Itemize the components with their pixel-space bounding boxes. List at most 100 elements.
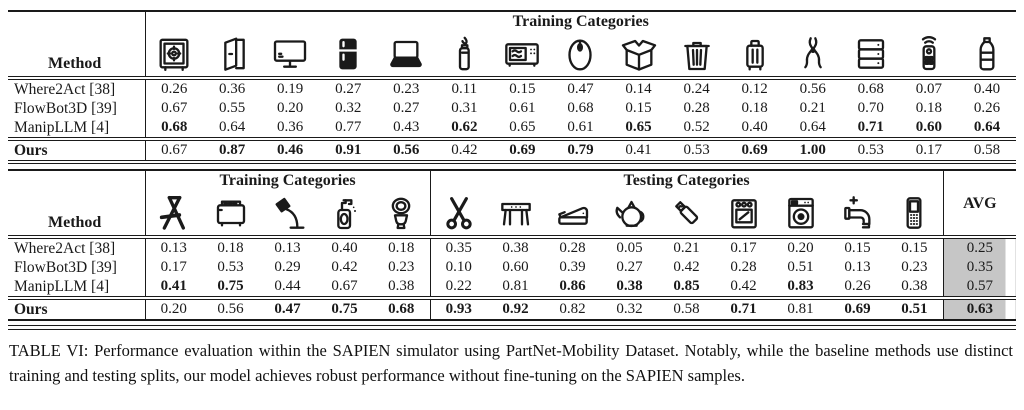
trash-can-icon: [667, 31, 726, 80]
method-label: FlowBot3D [39]: [8, 99, 146, 118]
bottom-header-row: Method Training Categories Testing Categor…: [8, 170, 1017, 239]
value-cell: 0.70: [857, 100, 884, 116]
table-row: Where2Act [38] 0.26 0.36 0.19 0.27 0.23 0.11 0.…: [8, 78, 1016, 99]
value-cell: 0.41: [609, 137, 668, 164]
value-cell: 0.86: [559, 278, 586, 294]
value-cell: 0.75: [217, 278, 244, 294]
value-cell: 0.77: [335, 119, 362, 135]
table-icon: [487, 190, 545, 239]
value-cell: 0.58: [957, 137, 1016, 164]
safe-icon: [145, 31, 204, 80]
value-cell: 0.53: [217, 259, 244, 275]
method-label: Ours: [8, 296, 146, 321]
remote-icon: [899, 31, 958, 80]
value-cell: 0.19: [277, 81, 304, 97]
bottom-table: Method Training Categories Testing Categor…: [8, 169, 1017, 321]
value-cell: 0.17: [730, 240, 757, 256]
value-cell: 0.17: [899, 137, 958, 164]
avg-value-cell: 0.63: [942, 296, 1017, 321]
value-cell: 0.79: [551, 137, 610, 164]
value-cell: 0.43: [393, 119, 420, 135]
value-cell: 0.64: [799, 119, 826, 135]
value-cell: 0.85: [673, 278, 700, 294]
value-cell: 0.56: [799, 81, 826, 97]
pliers-icon: [783, 31, 842, 80]
value-cell: 0.68: [373, 296, 431, 321]
value-cell: 0.38: [388, 278, 415, 294]
value-cell: 0.13: [844, 259, 871, 275]
value-cell: 0.35: [429, 237, 488, 258]
top-icon-row: [8, 31, 1016, 80]
value-cell: 0.17: [160, 259, 187, 275]
method-label: Where2Act [38]: [8, 78, 146, 99]
value-cell: 0.83: [787, 278, 814, 294]
value-cell: 0.69: [725, 137, 784, 164]
value-cell: 1.00: [783, 137, 842, 164]
usb-drive-icon: [658, 190, 716, 239]
value-cell: 0.36: [218, 81, 246, 97]
value-cell: 0.64: [973, 119, 1001, 135]
value-cell: 0.52: [683, 119, 710, 135]
value-cell: 0.22: [429, 277, 488, 298]
value-cell: 0.26: [973, 100, 1001, 116]
method-header: Method: [8, 11, 146, 80]
bottom-icon-row: [8, 190, 1016, 239]
value-cell: 0.47: [567, 81, 594, 97]
value-cell: 0.68: [161, 119, 188, 135]
washing-machine-icon: [772, 190, 830, 239]
floor-lamp-icon: [259, 190, 316, 239]
value-cell: 0.67: [145, 137, 204, 164]
value-cell: 0.62: [451, 119, 478, 135]
method-label: ManipLLM [4]: [8, 118, 146, 139]
value-cell: 0.18: [217, 240, 244, 256]
value-cell: 0.13: [160, 240, 187, 256]
lighter-icon: [435, 31, 494, 80]
value-cell: 0.69: [493, 137, 552, 164]
value-cell: 0.15: [509, 81, 536, 97]
value-cell: 0.23: [388, 259, 415, 275]
value-cell: 0.81: [502, 278, 529, 294]
refrigerator-icon: [319, 31, 378, 80]
value-cell: 0.18: [915, 100, 942, 116]
top-table: Method Training Categories Where2Act [38] 0…: [8, 10, 1016, 164]
table-end-rule: [8, 325, 1016, 330]
method-label: FlowBot3D [39]: [8, 258, 146, 277]
value-cell: 0.10: [429, 258, 488, 277]
avg-value-cell: 0.25: [942, 237, 1017, 258]
value-cell: 0.14: [625, 81, 652, 97]
dispenser-icon: [316, 190, 373, 239]
avg-header: AVG: [942, 170, 1017, 239]
value-cell: 0.20: [277, 100, 304, 116]
table-row: ManipLLM [4] 0.41 0.75 0.44 0.67 0.38 0.22 0.81…: [8, 277, 1017, 298]
testing-categories-header: Testing Categories: [429, 170, 944, 190]
value-cell: 0.51: [886, 296, 944, 321]
value-cell: 0.44: [274, 278, 301, 294]
value-cell: 0.38: [901, 278, 928, 294]
kettle-icon: [601, 190, 659, 239]
value-cell: 0.42: [331, 259, 358, 275]
value-cell: 0.15: [844, 240, 871, 256]
value-cell: 0.26: [161, 81, 188, 97]
value-cell: 0.91: [319, 137, 378, 164]
value-cell: 0.65: [625, 119, 652, 135]
value-cell: 0.75: [316, 296, 373, 321]
table-row: Ours 0.67 0.87 0.46 0.91 0.56 0.42 0.69 0.79 0.41…: [8, 137, 1016, 164]
value-cell: 0.38: [502, 240, 529, 256]
mouse-icon: [551, 31, 610, 80]
value-cell: 0.87: [203, 137, 262, 164]
training-categories-header: Training Categories: [512, 13, 649, 30]
value-cell: 0.18: [741, 100, 768, 116]
avg-value-cell: 0.57: [942, 277, 1017, 298]
value-cell: 0.32: [335, 100, 362, 116]
value-cell: 0.21: [673, 240, 700, 256]
value-cell: 0.60: [502, 259, 529, 275]
value-cell: 0.56: [202, 296, 259, 321]
value-cell: 0.51: [787, 259, 814, 275]
value-cell: 0.15: [625, 100, 652, 116]
method-label: Ours: [8, 137, 146, 164]
training-categories-header: Training Categories: [219, 172, 356, 189]
value-cell: 0.46: [261, 137, 320, 164]
value-cell: 0.40: [741, 119, 768, 135]
value-cell: 0.53: [841, 137, 900, 164]
